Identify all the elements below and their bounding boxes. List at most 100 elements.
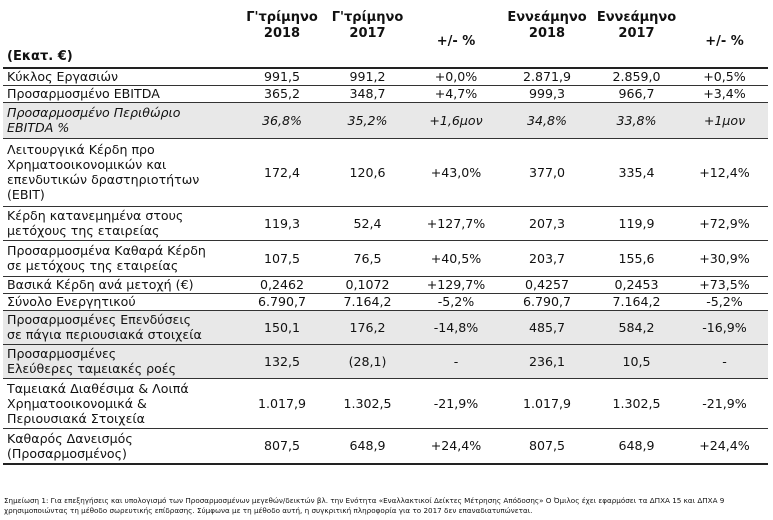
header-q3-2018: Γ'τρίμηνο 2018 (246, 10, 318, 41)
row-value: +0,0% (434, 69, 478, 85)
table-row: Προσαρμοσμένο EBITDA 365,2 348,7 +4,7% 999,3… (3, 85, 768, 102)
row-value: 150,1 (239, 310, 325, 344)
row-value: 648,9 (349, 438, 386, 454)
row-value: 36,8% (239, 102, 325, 138)
row-value: 584,2 (592, 310, 681, 344)
row-value: 35,2% (325, 102, 410, 138)
row-label: Προσαρμοσμένες Επενδύσεις σε πάγια περιο… (3, 310, 239, 344)
row-value: 107,5 (263, 250, 301, 266)
row-value: +4,7% (434, 86, 478, 101)
row-value: - (410, 344, 502, 378)
row-value: +72,9% (699, 215, 750, 231)
header-9m-2017: Εννεάμηνο 2017 (596, 10, 677, 41)
row-value: 10,5 (592, 344, 681, 378)
row-value: 377,0 (528, 164, 566, 180)
row-value: 991,2 (349, 69, 386, 85)
header-9m-change: +/- % (705, 34, 744, 49)
table-row: Λειτουργικά Κέρδη προ Χρηματοοικονομικών… (3, 138, 768, 206)
row-value: 203,7 (528, 250, 566, 266)
row-value: +1,6μον (410, 102, 502, 138)
row-value: (28,1) (325, 344, 410, 378)
row-value: 348,7 (349, 86, 386, 101)
row-label: Καθαρός Δανεισμός (Προσαρμοσμένος) (7, 430, 133, 461)
row-value: 7.164,2 (343, 294, 392, 309)
row-value: 132,5 (239, 344, 325, 378)
row-value: -21,9% (702, 395, 747, 411)
row-value: 52,4 (353, 215, 382, 231)
row-value: 236,1 (502, 344, 592, 378)
row-value: +1μον (681, 102, 768, 138)
row-value: 119,9 (618, 215, 655, 231)
row-value: 966,7 (618, 86, 655, 101)
row-value: +24,4% (430, 438, 482, 454)
row-value: 34,8% (502, 102, 592, 138)
row-label: Κέρδη κατανεμημένα στους μετόχους της ετ… (7, 208, 184, 238)
row-value: - (681, 344, 768, 378)
row-value: 6.790,7 (257, 294, 307, 309)
row-value: 999,3 (528, 86, 566, 101)
row-value: 119,3 (263, 215, 301, 231)
header-q3-2017: Γ'τρίμηνο 2017 (331, 10, 404, 41)
row-value: 172,4 (263, 164, 301, 180)
table-row: Ταμειακά Διαθέσιμα & Λοιπά Χρηματοοικονο… (3, 378, 768, 428)
row-value: +127,7% (426, 215, 486, 231)
row-value: 1.302,5 (612, 395, 661, 411)
row-value: +3,4% (703, 86, 746, 101)
row-label: Προσαρμοσμένες Ελεύθερες ταμειακές ροές (3, 344, 239, 378)
row-value: 155,6 (618, 250, 655, 266)
header-q3-change: +/- % (436, 34, 476, 49)
row-value: 33,8% (592, 102, 681, 138)
row-value: 0,2453 (614, 277, 659, 292)
row-label: Κύκλος Εργασιών (7, 69, 119, 85)
row-value: +129,7% (426, 277, 486, 292)
row-value: +24,4% (699, 438, 750, 454)
financial-results-table: (Εκατ. €) Γ'τρίμηνο 2018 Γ'τρίμηνο 2017 +/… (3, 3, 768, 465)
row-value: +0,5% (703, 69, 746, 85)
row-value: 2.871,9 (522, 69, 572, 85)
table-row: Κύκλος Εργασιών 991,5 991,2 +0,0% 2.871,9 2.8… (3, 68, 768, 85)
table-row: Προσαρμοσμένα Καθαρά Κέρδη σε μετόχους τ… (3, 240, 768, 276)
row-value: -5,2% (706, 294, 743, 309)
row-value: +12,4% (699, 164, 750, 180)
row-value: 2.859,0 (612, 69, 661, 85)
row-value: +30,9% (699, 250, 750, 266)
table-row: Καθαρός Δανεισμός (Προσαρμοσμένος) 807,5 6… (3, 428, 768, 464)
row-value: 1.017,9 (522, 395, 572, 411)
row-value: 120,6 (349, 164, 386, 180)
row-value: -14,8% (410, 310, 502, 344)
row-value: 0,4257 (524, 277, 570, 292)
row-value: +40,5% (430, 250, 482, 266)
row-value: +43,0% (430, 164, 482, 180)
row-value: -21,9% (433, 395, 479, 411)
row-value: 6.790,7 (522, 294, 572, 309)
row-label: Ταμειακά Διαθέσιμα & Λοιπά Χρηματοοικονο… (7, 380, 189, 426)
table-row: Κέρδη κατανεμημένα στους μετόχους της ετ… (3, 206, 768, 240)
header-9m-2018: Εννεάμηνο 2018 (507, 10, 587, 41)
unit-label: (Εκατ. €) (7, 49, 73, 64)
row-value: 76,5 (353, 250, 382, 266)
row-value: 1.017,9 (257, 395, 307, 411)
row-label: Προσαρμοσμένο Περιθώριο EBITDA % (3, 102, 239, 138)
row-value: +73,5% (699, 277, 750, 292)
row-value: 485,7 (502, 310, 592, 344)
table-row: Βασικά Κέρδη ανά μετοχή (€) 0,2462 0,1072 +… (3, 276, 768, 293)
row-value: 7.164,2 (612, 294, 661, 309)
row-value: 1.302,5 (343, 395, 392, 411)
table-row: Προσαρμοσμένες Ελεύθερες ταμειακές ροές 1… (3, 344, 768, 378)
row-value: 648,9 (618, 438, 655, 454)
row-value: 991,5 (263, 69, 301, 85)
row-label: Προσαρμοσμένα Καθαρά Κέρδη σε μετόχους τ… (7, 243, 206, 273)
row-value: 176,2 (325, 310, 410, 344)
table-row: Προσαρμοσμένες Επενδύσεις σε πάγια περιο… (3, 310, 768, 344)
row-value: 365,2 (263, 86, 301, 101)
footnote: Σημείωση 1: Για επεξηγήσεις και υπολογισ… (4, 496, 725, 515)
row-value: 807,5 (528, 438, 566, 454)
row-label: Βασικά Κέρδη ανά μετοχή (€) (7, 277, 194, 292)
row-value: 207,3 (528, 215, 566, 231)
table-row: Προσαρμοσμένο Περιθώριο EBITDA % 36,8% 35,… (3, 102, 768, 138)
row-label: Σύνολο Ενεργητικού (7, 294, 136, 309)
row-value: 0,2462 (259, 277, 305, 292)
row-label: Λειτουργικά Κέρδη προ Χρηματοοικονομικών… (7, 142, 200, 202)
row-label: Προσαρμοσμένο EBITDA (7, 86, 160, 101)
